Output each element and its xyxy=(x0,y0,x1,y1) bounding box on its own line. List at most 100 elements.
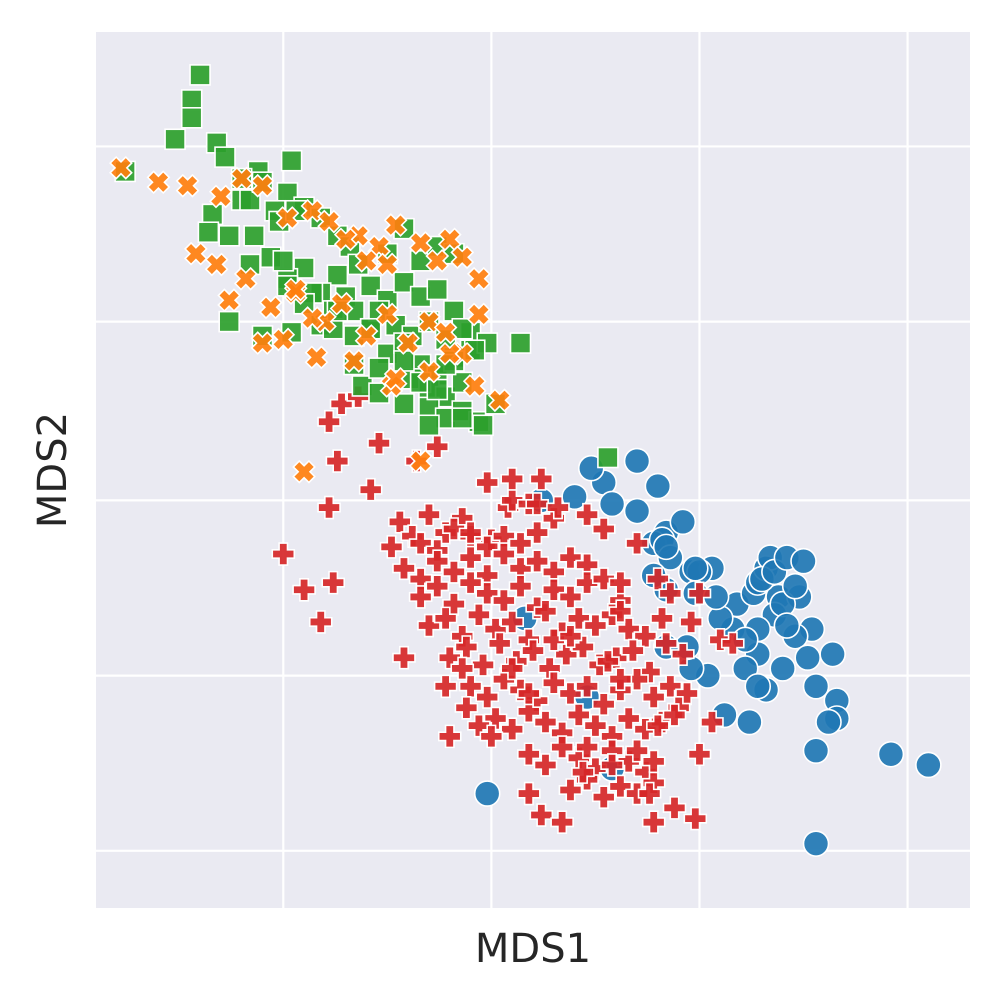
point-circle-26 xyxy=(790,547,817,575)
point-cross-137 xyxy=(625,531,649,556)
grid xyxy=(96,32,970,908)
point-cross-94 xyxy=(675,681,699,706)
point-cross-32 xyxy=(492,542,516,566)
point-cross-134 xyxy=(591,517,616,541)
point-square-2 xyxy=(189,64,211,86)
point-x-19 xyxy=(217,288,242,313)
point-cross-135 xyxy=(608,570,633,595)
point-cross-56 xyxy=(500,610,524,634)
point-cross-162 xyxy=(500,656,524,681)
point-cross-152 xyxy=(662,796,687,820)
series-cross xyxy=(271,384,745,834)
point-circle-50 xyxy=(915,751,942,779)
point-cross-19 xyxy=(442,517,466,541)
point-cross-88 xyxy=(575,674,599,699)
point-cross-100 xyxy=(566,703,591,727)
point-square-22 xyxy=(326,264,349,286)
point-cross-153 xyxy=(683,806,708,831)
point-cross-67 xyxy=(454,635,479,659)
point-x-29 xyxy=(433,320,458,345)
point-x-42 xyxy=(375,252,400,277)
point-circle-51 xyxy=(802,673,830,700)
point-cross-49 xyxy=(591,567,616,591)
point-cross-169 xyxy=(646,713,670,738)
point-cross-58 xyxy=(533,599,558,624)
point-cross-154 xyxy=(625,738,649,763)
point-square-79 xyxy=(426,378,449,401)
point-cross-79 xyxy=(654,631,678,656)
point-cross-144 xyxy=(517,781,541,806)
point-x-20 xyxy=(233,266,258,291)
point-cross-118 xyxy=(608,774,633,799)
point-x-6 xyxy=(275,206,300,230)
point-circle-61 xyxy=(802,830,830,857)
y-axis-label: MDS2 xyxy=(30,412,76,528)
point-x-41 xyxy=(333,227,358,252)
point-circle-3 xyxy=(623,447,651,475)
point-cross-156 xyxy=(662,703,687,727)
point-square-60 xyxy=(243,225,265,247)
point-x-5 xyxy=(250,173,275,198)
point-cross-149 xyxy=(600,753,624,777)
point-x-17 xyxy=(183,241,208,266)
point-cross-148 xyxy=(571,760,595,784)
point-cross-160 xyxy=(433,674,458,699)
point-cross-51 xyxy=(417,613,441,638)
point-cross-39 xyxy=(425,574,450,599)
point-cross-65 xyxy=(650,606,674,631)
point-square-91 xyxy=(509,332,532,354)
point-cross-97 xyxy=(517,699,541,724)
point-cross-69 xyxy=(487,631,512,656)
point-square-3 xyxy=(180,89,203,111)
point-cross-130 xyxy=(525,492,549,516)
point-square-75 xyxy=(393,393,415,415)
point-cross-126 xyxy=(425,434,450,459)
point-circle-44 xyxy=(819,640,846,668)
point-cross-132 xyxy=(546,495,570,520)
point-x-21 xyxy=(258,295,283,320)
point-x-34 xyxy=(342,349,366,373)
point-x-14 xyxy=(437,227,462,252)
point-cross-158 xyxy=(596,649,620,674)
point-x-36 xyxy=(417,359,441,384)
point-cross-133 xyxy=(575,502,599,527)
point-cross-60 xyxy=(566,606,591,631)
point-cross-128 xyxy=(475,470,500,495)
point-cross-28 xyxy=(425,549,450,573)
point-circle-57 xyxy=(652,533,680,561)
point-square-62 xyxy=(201,203,224,226)
point-cross-124 xyxy=(367,431,391,455)
point-cross-71 xyxy=(521,638,545,663)
point-x-37 xyxy=(462,374,487,398)
point-cross-101 xyxy=(583,713,608,738)
point-square-36 xyxy=(443,300,465,322)
point-square-61 xyxy=(218,225,240,247)
point-x-43 xyxy=(437,341,462,366)
point-cross-98 xyxy=(533,710,558,734)
point-cross-7 xyxy=(358,477,383,502)
point-cross-3 xyxy=(292,577,316,602)
point-cross-172 xyxy=(437,724,462,749)
point-cross-117 xyxy=(591,785,616,809)
point-cross-161 xyxy=(454,695,479,720)
point-circle-42 xyxy=(773,612,801,639)
point-square-10 xyxy=(239,189,261,211)
point-cross-23 xyxy=(508,531,533,556)
point-x-2 xyxy=(175,173,200,198)
point-square-93 xyxy=(272,250,295,272)
point-x-16 xyxy=(466,266,491,291)
data-points xyxy=(109,64,942,857)
point-circle-56 xyxy=(744,673,772,700)
point-cross-164 xyxy=(542,628,566,652)
point-x-3 xyxy=(208,184,233,209)
point-x-12 xyxy=(408,231,433,255)
point-square-1 xyxy=(164,128,186,151)
point-circle-66 xyxy=(682,555,709,582)
point-x-38 xyxy=(487,388,512,413)
point-x-33 xyxy=(304,345,329,370)
point-cross-95 xyxy=(483,706,508,731)
point-x-18 xyxy=(204,252,229,277)
point-cross-44 xyxy=(508,574,533,599)
point-cross-121 xyxy=(317,409,341,434)
point-circle-47 xyxy=(815,708,842,736)
